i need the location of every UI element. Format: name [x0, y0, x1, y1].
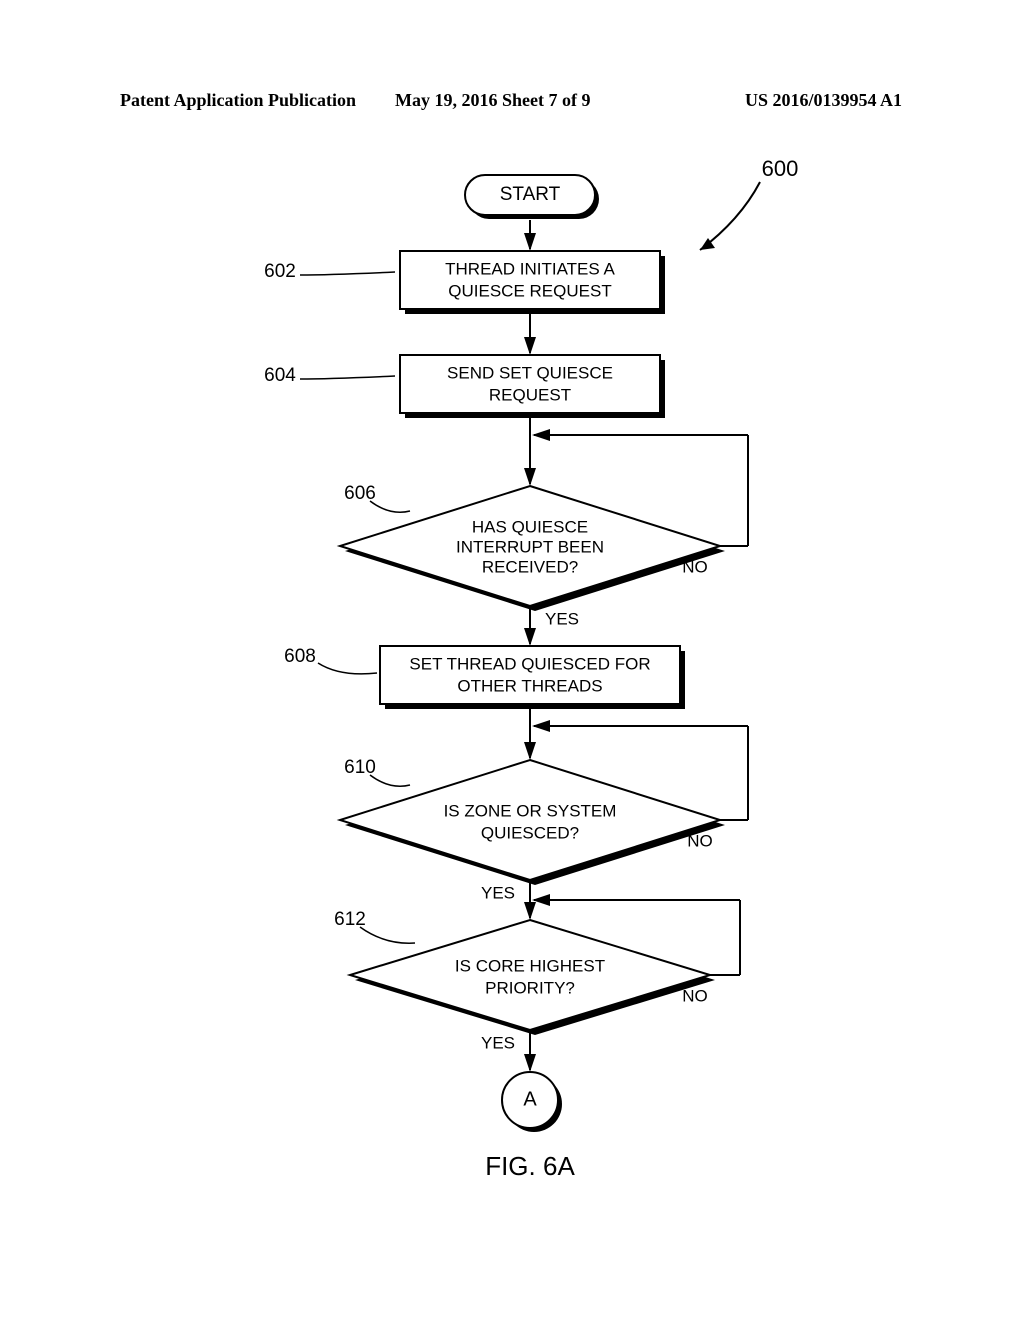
svg-text:QUIESCED?: QUIESCED? — [481, 823, 579, 842]
svg-text:A: A — [523, 1088, 537, 1110]
svg-text:NO: NO — [682, 986, 708, 1005]
svg-text:NO: NO — [687, 831, 713, 850]
svg-text:YES: YES — [481, 883, 515, 902]
svg-text:604: 604 — [264, 365, 296, 386]
svg-text:RECEIVED?: RECEIVED? — [482, 557, 578, 576]
svg-text:IS CORE HIGHEST: IS CORE HIGHEST — [455, 956, 605, 975]
svg-text:HAS QUIESCE: HAS QUIESCE — [472, 517, 588, 536]
svg-text:OTHER THREADS: OTHER THREADS — [457, 676, 602, 695]
svg-text:600: 600 — [762, 156, 799, 181]
svg-text:START: START — [500, 184, 561, 205]
page: Patent Application Publication May 19, 2… — [0, 0, 1024, 1320]
svg-text:YES: YES — [481, 1033, 515, 1052]
svg-text:SEND SET QUIESCE: SEND SET QUIESCE — [447, 363, 613, 382]
svg-text:INTERRUPT BEEN: INTERRUPT BEEN — [456, 537, 604, 556]
svg-text:YES: YES — [545, 609, 579, 628]
svg-text:610: 610 — [344, 757, 376, 778]
svg-text:602: 602 — [264, 261, 296, 282]
svg-text:606: 606 — [344, 483, 376, 504]
svg-text:608: 608 — [284, 646, 316, 667]
flowchart-container: START THREAD INITIATES A QUIESCE REQUEST 60… — [0, 0, 1024, 1320]
svg-text:QUIESCE REQUEST: QUIESCE REQUEST — [448, 281, 611, 300]
svg-text:SET THREAD QUIESCED FOR: SET THREAD QUIESCED FOR — [409, 654, 650, 673]
svg-text:FIG. 6A: FIG. 6A — [485, 1151, 575, 1181]
svg-text:THREAD INITIATES A: THREAD INITIATES A — [445, 259, 615, 278]
svg-text:REQUEST: REQUEST — [489, 385, 571, 404]
svg-text:PRIORITY?: PRIORITY? — [485, 978, 575, 997]
svg-text:NO: NO — [682, 557, 708, 576]
flowchart-svg: START THREAD INITIATES A QUIESCE REQUEST 60… — [0, 0, 1024, 1320]
svg-text:IS ZONE OR SYSTEM: IS ZONE OR SYSTEM — [444, 801, 617, 820]
